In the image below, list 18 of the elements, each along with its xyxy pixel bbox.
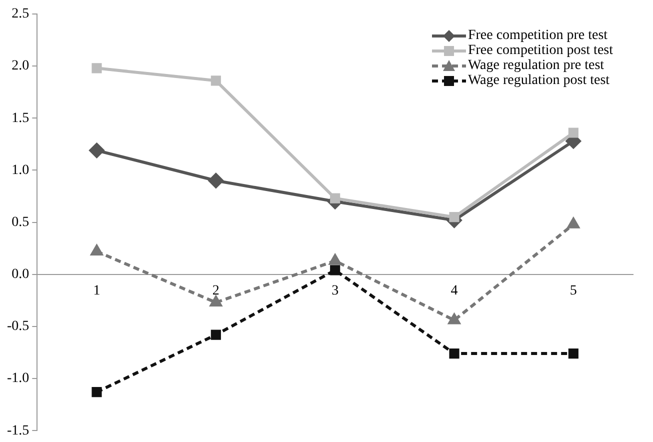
y-tick-label: 2.0 [12, 58, 30, 74]
x-tick-label: 5 [570, 283, 577, 298]
legend-label: Free competition pre test [468, 28, 608, 43]
y-tick-label: 1.0 [12, 162, 30, 178]
y-tick-label: -0.5 [6, 319, 30, 334]
y-tick-label: 0.5 [12, 214, 30, 230]
y-tick-label: -1.0 [6, 371, 30, 386]
x-tick-label: 3 [332, 283, 339, 298]
x-tick-label: 1 [93, 283, 100, 298]
legend-label: Wage regulation post test [468, 73, 610, 88]
y-tick-label: -1.5 [6, 423, 30, 438]
y-tick-label: 1.5 [12, 110, 30, 126]
legend-label: Free competition post test [468, 43, 613, 58]
y-tick-label: 2.5 [12, 6, 30, 22]
y-tick-label: 0.0 [12, 267, 30, 282]
x-tick-label: 4 [450, 283, 458, 298]
x-tick-label: 2 [212, 283, 220, 298]
legend-label: Wage regulation pre test [468, 58, 604, 73]
